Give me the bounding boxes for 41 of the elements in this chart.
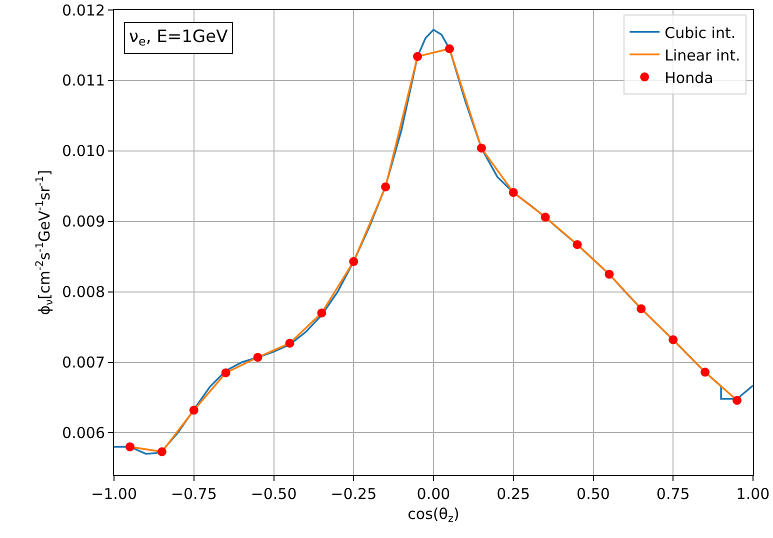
x-tick-label: −0.25 xyxy=(330,485,377,503)
point xyxy=(157,447,166,456)
y-tick-label: 0.006 xyxy=(62,424,105,442)
point xyxy=(508,188,518,197)
x-axis-title: cos(θ$_{z}$) xyxy=(408,505,460,526)
y-tick-label: 0.011 xyxy=(62,72,105,90)
point xyxy=(732,396,742,405)
legend-label: Linear int. xyxy=(664,46,740,64)
point xyxy=(540,212,550,222)
x-tick-label: 0.75 xyxy=(656,485,690,503)
annotation: ν$_{e}$, E=1GeV xyxy=(129,27,228,49)
x-tick-label: −0.50 xyxy=(250,485,297,503)
point xyxy=(476,144,486,153)
point xyxy=(349,257,358,266)
y-tick-label: 0.010 xyxy=(62,142,105,160)
point xyxy=(413,52,422,61)
y-tick-label: 0.007 xyxy=(62,354,105,372)
x-tick-label: 0.50 xyxy=(576,485,610,503)
point xyxy=(285,338,294,348)
y-tick-label: 0.008 xyxy=(62,283,105,302)
x-tick-label: −0.75 xyxy=(170,485,217,503)
point xyxy=(221,368,230,378)
point xyxy=(125,442,134,452)
y-tick-label: 0.009 xyxy=(62,212,105,231)
point xyxy=(668,335,678,344)
y-tick-label: 0.012 xyxy=(62,1,105,20)
point xyxy=(604,270,614,279)
point xyxy=(700,368,710,377)
point xyxy=(381,182,390,192)
legend-label: Honda xyxy=(664,68,714,87)
x-tick-label: 0.25 xyxy=(496,485,530,503)
point xyxy=(189,406,198,415)
point xyxy=(253,352,262,362)
point xyxy=(572,240,582,250)
point xyxy=(444,44,454,54)
x-tick-label: −1.00 xyxy=(91,485,137,503)
x-tick-label: 0.00 xyxy=(416,485,450,503)
x-tick-label: 1.00 xyxy=(736,485,770,503)
point xyxy=(636,304,646,314)
point xyxy=(317,308,326,318)
legend-label: Cubic int. xyxy=(664,24,736,42)
